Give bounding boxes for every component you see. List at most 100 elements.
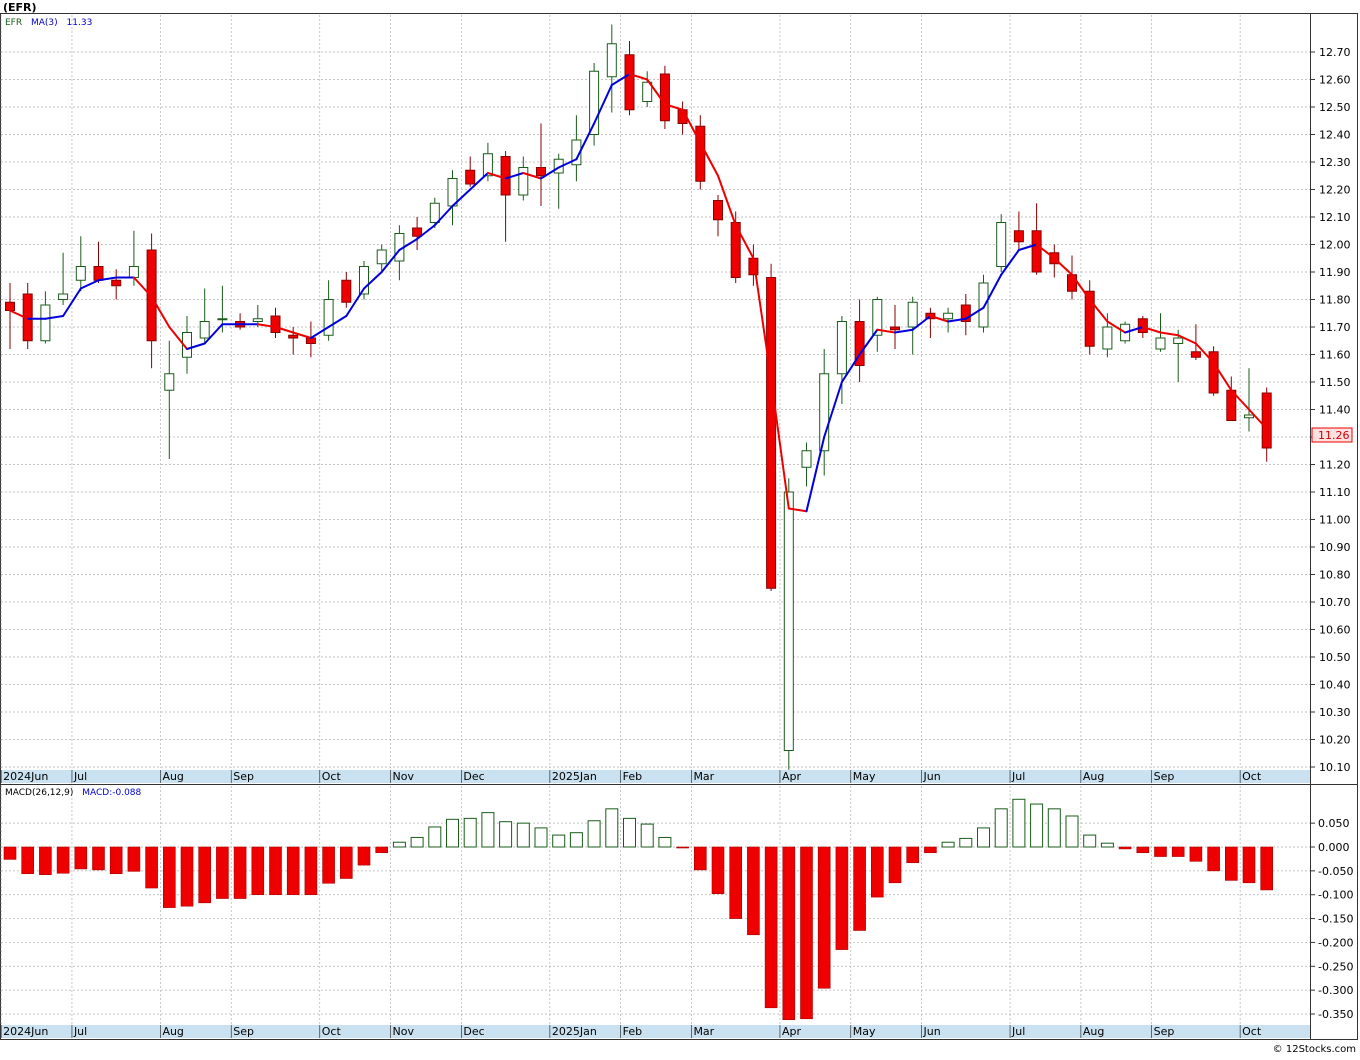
macd-bar (1171, 846, 1185, 857)
ma-segment (752, 257, 773, 381)
ma-segment (203, 323, 224, 345)
ma-segment (540, 166, 560, 180)
price-tick-label: 10.10 (1319, 761, 1351, 774)
candle-body (288, 334, 299, 339)
x-axis-top: 2024Jun Jul Aug Sep Oct Nov Dec 2025Jan Feb Mar Ap… (0, 770, 1262, 783)
price-tick-label: 10.30 (1319, 706, 1351, 719)
macd-tick-label: 0.050 (1318, 817, 1350, 830)
macd-bar (1242, 846, 1256, 884)
macd-bar (499, 821, 513, 848)
ma-segment (1035, 243, 1056, 260)
candle-body (1244, 414, 1254, 419)
candle-body (624, 54, 635, 111)
macd-bar (446, 818, 459, 848)
candle-body (359, 266, 369, 295)
macd-bar (1030, 803, 1044, 848)
x-tick-label: 2024Jun (3, 770, 48, 783)
ma-segment (97, 276, 118, 282)
ma-segment (787, 507, 808, 513)
macd-tick-label: -0.050 (1318, 865, 1353, 878)
macd-bar (1083, 834, 1097, 848)
macd-bar (729, 846, 743, 919)
macd-bar (623, 817, 636, 848)
candle-body (1190, 351, 1201, 358)
price-tick-label: 12.20 (1319, 184, 1351, 197)
macd-bar (959, 837, 973, 848)
ma-segment (575, 122, 596, 161)
last-price-tag: 11.26 (1318, 429, 1350, 442)
ma-segment (274, 326, 295, 334)
x-tick-label: May (853, 770, 876, 783)
macd-bar (180, 846, 194, 907)
candle-body (907, 301, 918, 328)
x-tick-label: Aug (162, 770, 183, 783)
ma-segment (62, 287, 82, 317)
ma-segment (1088, 298, 1109, 323)
macd-bar (481, 812, 495, 848)
macd-bar (888, 846, 902, 884)
candle-body (1208, 351, 1219, 394)
macd-bar (640, 823, 654, 848)
macd-bar (145, 846, 158, 889)
candle-body (943, 312, 954, 320)
ma-segment (557, 158, 578, 169)
macd-legend-label: MACD(26,12,9) (5, 788, 73, 798)
ma-segment (876, 328, 896, 334)
ma-segment (469, 172, 489, 191)
ma-segment (947, 317, 967, 323)
macd-bar (534, 827, 548, 848)
candle-body (199, 321, 210, 339)
x-tick-label: Oct (322, 1025, 342, 1038)
ma-segment (44, 315, 65, 320)
price-grid (0, 15, 1310, 768)
price-tick-label: 10.80 (1319, 569, 1351, 582)
ma-segment (363, 271, 383, 290)
ma-segment (256, 323, 277, 328)
price-tick-label: 11.00 (1319, 514, 1351, 527)
macd-bar (1189, 846, 1203, 862)
price-tick-label: 11.80 (1319, 294, 1351, 307)
price-tick-label: 11.60 (1319, 349, 1351, 362)
candle-body (836, 321, 847, 375)
ma-segment (309, 326, 330, 339)
x-tick-label: 2024Jun (3, 1025, 48, 1038)
candle-body (111, 279, 122, 287)
legend-symbol: EFR (5, 18, 22, 28)
macd-bar (1100, 842, 1114, 848)
macd-bar (251, 846, 265, 896)
ma-segment (911, 315, 932, 331)
price-tick-label: 12.70 (1319, 46, 1351, 59)
svg-text:EFR MA(3) 11.33: EFR MA(3) 11.33 (5, 18, 92, 28)
ma-segment (433, 205, 454, 227)
macd-bar (92, 846, 105, 871)
candle-body (589, 70, 600, 135)
ma-segment (504, 172, 525, 180)
price-tick-label: 10.40 (1319, 679, 1351, 692)
candle-body (217, 318, 228, 321)
macd-bar (74, 846, 88, 870)
ma-segment (1159, 331, 1180, 337)
macd-bar (1047, 808, 1061, 848)
x-tick-label: Oct (322, 770, 342, 783)
macd-bar (39, 846, 52, 875)
price-tick-label: 10.60 (1319, 624, 1351, 637)
candle-body (1067, 274, 1077, 292)
macd-bar (410, 836, 424, 848)
candle-body (695, 125, 706, 182)
x-tick-label: Jul (73, 1025, 87, 1038)
candle-body (252, 318, 263, 322)
macd-bar (605, 808, 619, 848)
macd-bar (870, 846, 884, 898)
ma-segment (770, 378, 790, 510)
price-tick-label: 11.40 (1319, 404, 1351, 417)
legend-ma-label: MA(3) (31, 18, 58, 28)
ma-segment (1248, 408, 1268, 430)
x-tick-label: Nov (393, 1025, 415, 1038)
macd-bar (375, 846, 389, 854)
ma-segment (593, 84, 613, 125)
ma-segment (1177, 334, 1197, 345)
macd-bar (552, 834, 566, 848)
ma-segment (823, 381, 843, 438)
price-tick-label: 11.10 (1319, 486, 1351, 499)
